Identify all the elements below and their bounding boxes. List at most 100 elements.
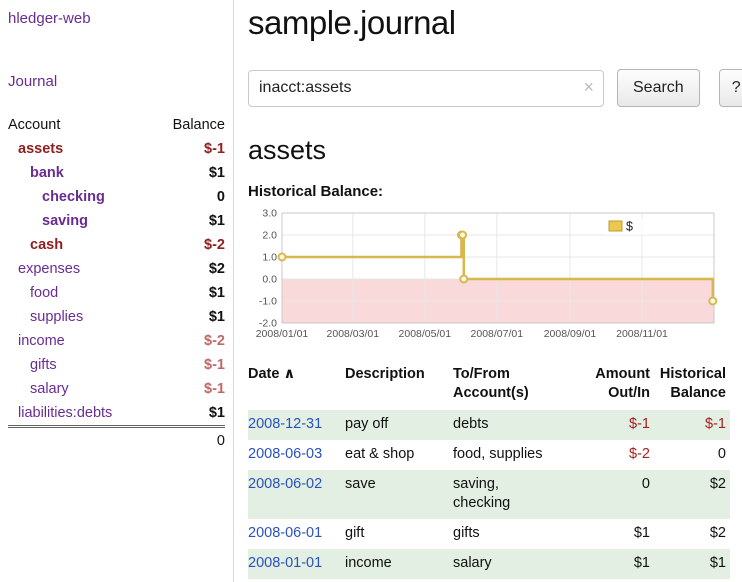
clear-search-icon[interactable]: × bbox=[583, 76, 594, 97]
account-row: food $1 bbox=[8, 281, 225, 305]
chart-data-marker bbox=[708, 296, 718, 306]
transaction-amount: $1 bbox=[633, 555, 650, 571]
account-balance: $-2 bbox=[204, 333, 225, 349]
register-row: 2008-06-03 eat & shop food, supplies $-2 0 bbox=[248, 440, 730, 470]
account-link[interactable]: bank bbox=[30, 165, 64, 181]
chart-ytick-label: 2.0 bbox=[262, 230, 277, 242]
account-balance: $1 bbox=[208, 165, 225, 181]
account-balance: $1 bbox=[208, 309, 225, 325]
search-input[interactable] bbox=[248, 69, 604, 107]
chart-ytick-label: 1.0 bbox=[262, 252, 277, 264]
account-link[interactable]: supplies bbox=[30, 309, 84, 325]
transaction-description: gift bbox=[345, 525, 365, 541]
help-button[interactable]: ? bbox=[718, 69, 742, 107]
transaction-balance: $1 bbox=[709, 555, 726, 571]
account-balance: $1 bbox=[208, 213, 225, 229]
chart-xtick-label: 2008/01/01 bbox=[256, 328, 309, 340]
transaction-accounts: food, supplies bbox=[453, 446, 543, 462]
chart-ytick-label: -2.0 bbox=[259, 318, 277, 330]
sidebar-item-journal[interactable]: Journal bbox=[8, 73, 58, 90]
account-balance: $-1 bbox=[204, 381, 225, 397]
account-balance: $1 bbox=[208, 285, 225, 301]
account-link[interactable]: income bbox=[18, 333, 65, 349]
transaction-balance: $2 bbox=[709, 476, 726, 492]
register-header-date-label: Date bbox=[248, 366, 280, 382]
chart-ytick-label: 3.0 bbox=[262, 208, 277, 220]
transaction-date-link[interactable]: 2008-06-01 bbox=[248, 525, 323, 541]
account-link[interactable]: salary bbox=[30, 381, 69, 397]
transaction-accounts: saving, checking bbox=[453, 476, 511, 511]
accounts-tbody: assets $-1 bank $1 checking 0 saving $1 cash $-2 e… bbox=[8, 137, 225, 427]
account-row: cash $-2 bbox=[8, 233, 225, 257]
register-row: 2008-01-01 income salary $1 $1 bbox=[248, 549, 730, 579]
transaction-date-link[interactable]: 2008-01-01 bbox=[248, 555, 323, 571]
chart-data-marker bbox=[277, 252, 287, 262]
account-balance: $1 bbox=[208, 405, 225, 421]
account-heading: assets bbox=[248, 135, 327, 165]
account-row: checking 0 bbox=[8, 185, 225, 209]
account-link[interactable]: expenses bbox=[18, 261, 81, 277]
transaction-balance: $2 bbox=[709, 525, 726, 541]
accounts-total-spacer bbox=[8, 425, 153, 453]
chart-xtick-label: 2008/03/01 bbox=[327, 328, 380, 340]
transaction-description: eat & shop bbox=[345, 446, 415, 462]
transaction-description: save bbox=[345, 476, 376, 492]
register-row: 2008-06-01 gift gifts $1 $2 bbox=[248, 519, 730, 549]
chart-xtick-label: 2008/11/01 bbox=[616, 328, 668, 340]
account-row: assets $-1 bbox=[8, 137, 225, 161]
account-row: bank $1 bbox=[8, 161, 225, 185]
sidebar: hledger-web Journal Account Balance asse… bbox=[0, 0, 234, 582]
accounts-column-header: Account bbox=[8, 117, 61, 133]
register-header-amount: Amount Out/In bbox=[595, 366, 650, 401]
account-row: supplies $1 bbox=[8, 305, 225, 329]
register-header-row: Date ∧ Description To/From Account(s) Am… bbox=[248, 363, 730, 410]
account-link[interactable]: food bbox=[30, 285, 59, 301]
transaction-amount: $-1 bbox=[629, 416, 650, 432]
search-box: × bbox=[248, 69, 604, 107]
accounts-total-value: 0 bbox=[152, 425, 225, 453]
sidebar-nav: Journal bbox=[8, 73, 225, 90]
transaction-description: pay off bbox=[345, 416, 389, 432]
accounts-total-row: 0 bbox=[8, 425, 225, 453]
main-content: sample.journal × Search ? assets Histori… bbox=[234, 0, 742, 582]
sort-asc-icon: ∧ bbox=[283, 366, 296, 382]
chart-data-marker bbox=[458, 230, 468, 240]
transaction-date-link[interactable]: 2008-06-03 bbox=[248, 446, 323, 462]
chart-legend-label: $ bbox=[626, 220, 633, 234]
transaction-date-link[interactable]: 2008-12-31 bbox=[248, 416, 323, 432]
chart-ytick-label: -1.0 bbox=[259, 296, 277, 308]
transaction-date-link[interactable]: 2008-06-02 bbox=[248, 476, 323, 492]
search-button[interactable]: Search bbox=[617, 69, 700, 107]
account-balance: $2 bbox=[208, 261, 225, 277]
register-header-account: To/From Account(s) bbox=[453, 366, 529, 401]
account-balance: $-1 bbox=[204, 141, 225, 157]
account-link[interactable]: saving bbox=[42, 213, 88, 229]
transaction-description: income bbox=[345, 555, 392, 571]
balance-column-header: Balance bbox=[172, 117, 225, 133]
account-row: salary $-1 bbox=[8, 377, 225, 401]
chart-title: Historical Balance: bbox=[248, 183, 384, 200]
transaction-accounts: gifts bbox=[453, 525, 480, 541]
register-row: 2008-12-31 pay off debts $-1 $-1 bbox=[248, 410, 730, 440]
account-link[interactable]: checking bbox=[42, 189, 105, 205]
account-row: gifts $-1 bbox=[8, 353, 225, 377]
chart-border bbox=[281, 212, 715, 324]
register-tbody: 2008-12-31 pay off debts $-1 $-1 2008-06-03 ea… bbox=[248, 410, 730, 579]
register-header-date[interactable]: Date ∧ bbox=[248, 363, 345, 410]
account-row: income $-2 bbox=[8, 329, 225, 353]
account-link[interactable]: cash bbox=[30, 237, 64, 253]
account-link[interactable]: liabilities:debts bbox=[18, 405, 113, 421]
chart-xtick-label: 2008/07/01 bbox=[471, 328, 524, 340]
account-row: saving $1 bbox=[8, 209, 225, 233]
account-link[interactable]: assets bbox=[18, 141, 64, 157]
register-header-description: Description bbox=[345, 366, 425, 382]
account-link[interactable]: gifts bbox=[30, 357, 57, 373]
transaction-amount: $1 bbox=[633, 525, 650, 541]
transaction-accounts: salary bbox=[453, 555, 492, 571]
transaction-balance: $-1 bbox=[705, 416, 726, 432]
account-balance: $-1 bbox=[204, 357, 225, 373]
brand-link[interactable]: hledger-web bbox=[8, 10, 91, 27]
accounts-table: Account Balance assets $-1 bank $1 checking 0… bbox=[8, 114, 225, 453]
transaction-balance: 0 bbox=[717, 446, 726, 462]
chart-xtick-label: 2008/05/01 bbox=[399, 328, 452, 340]
